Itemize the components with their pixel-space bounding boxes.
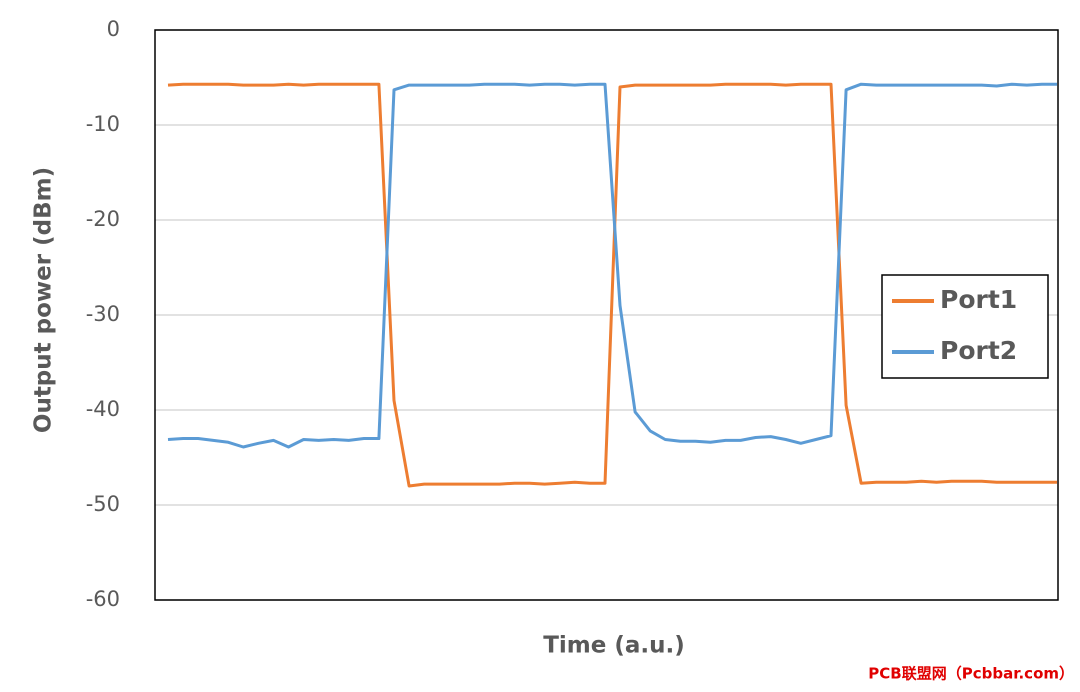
- y-tick-label: -60: [86, 587, 120, 611]
- y-tick-label: -50: [86, 492, 120, 516]
- series-line: [167, 82, 1057, 449]
- y-tick-label: -40: [86, 397, 120, 421]
- y-tick-label: -10: [86, 112, 120, 136]
- watermark: PCB联盟网（Pcbbar.com）: [868, 665, 1074, 683]
- legend-label: Port2: [940, 336, 1017, 365]
- series-line: [167, 82, 1057, 488]
- legend-box: [881, 274, 1049, 379]
- y-axis-label: Output power (dBm): [31, 167, 57, 433]
- y-tick-label: -20: [86, 207, 120, 231]
- y-tick-label: 0: [107, 17, 120, 41]
- plot-frame: [154, 29, 1059, 601]
- x-axis-label: Time (a.u.): [543, 633, 685, 659]
- y-tick-label: -30: [86, 302, 120, 326]
- legend-label: Port1: [940, 285, 1017, 314]
